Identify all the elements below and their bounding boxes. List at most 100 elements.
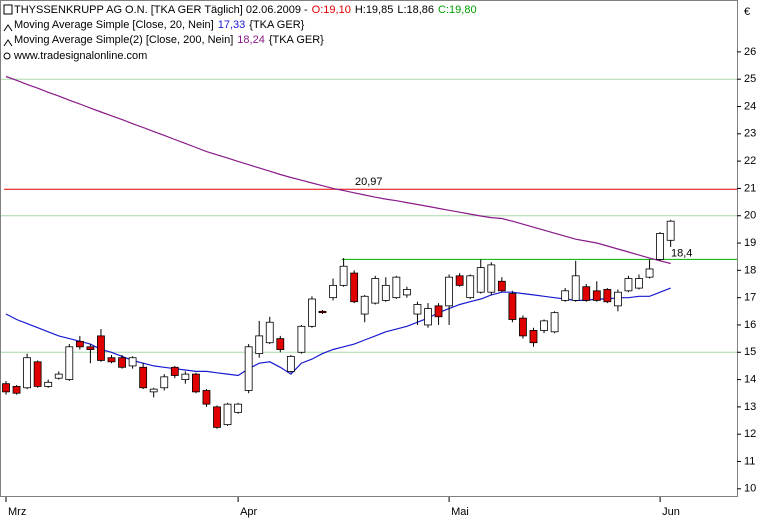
x-tick-label: Mai [451,506,469,518]
y-tick-label: 13 [744,401,756,413]
candle-body [97,335,105,361]
candle-body [645,268,654,278]
globe-icon [3,52,11,60]
ohlc-label: C:19,80 [438,4,477,16]
candle-body [434,305,443,318]
candle-body [86,346,95,350]
candle-body [571,275,580,301]
ohlc-label: L:18,86 [397,4,434,16]
candle-body [54,373,63,379]
candle-body [635,278,643,289]
candle-body [160,376,169,389]
legend-entry: Moving Average Simple [Close, 20, Nein] 1… [14,19,305,31]
candle-body [476,267,485,293]
candle-body [308,298,316,327]
candle-body [381,284,390,301]
candle-body [540,320,548,331]
line-icon [3,24,13,32]
y-tick-label: 15 [744,346,756,358]
candle-body [392,276,401,299]
ohlc-label: H:19,85 [355,4,394,16]
candle-body [656,233,664,260]
y-tick-label: 25 [744,73,756,85]
candle-body [413,304,422,315]
candle-body [529,330,538,344]
candle-body [561,290,570,301]
y-tick-label: 20 [744,210,756,222]
candle-body [265,321,274,344]
moving-average-line [5,287,671,377]
candle-body [550,312,559,333]
ohlc-label: O:19,10 [312,4,351,16]
candle-body [276,338,285,350]
series-name: Moving Average Simple(2) [Close, 200, Ne… [14,34,233,46]
candle-body [497,280,506,292]
legend: THYSSENKRUPP AG O.N. [TKA GER Täglich] 0… [3,4,477,62]
candle-body [350,272,359,303]
line-icon [3,39,13,47]
candle-body [223,403,232,426]
chart-title: THYSSENKRUPP AG O.N. [TKA GER Täglich] 0… [14,4,477,16]
y-tick-label: 22 [744,155,756,167]
candle-body [286,355,295,372]
y-tick-label: 24 [744,100,756,112]
y-tick-label: 23 [744,128,756,140]
y-tick-label: 10 [744,483,756,495]
candle-body [191,373,200,393]
candle-body [33,361,42,387]
y-tick-label: 17 [744,292,756,304]
candle-body [75,340,84,348]
horizontal-line-label: 18,4 [671,247,692,259]
candle-body [118,357,126,368]
candle-body [139,366,148,389]
series-name: Moving Average Simple [Close, 20, Nein] [14,19,214,31]
candle-body [339,265,348,286]
legend-entry: Moving Average Simple(2) [Close, 200, Ne… [14,34,324,46]
series-value: 18,24 [237,34,265,46]
candle-body [234,403,243,413]
candle-body [666,220,675,241]
candle-body [244,346,253,391]
candle-body [508,293,517,320]
series-symbol: {TKA GER} [269,34,324,46]
horizontal-line-label: 20,97 [355,176,383,188]
y-tick-label: 14 [744,373,756,385]
candle-body [65,346,74,380]
y-tick-label: 19 [744,237,756,249]
x-tick-label: Mrz [8,506,26,518]
candle-body [2,383,10,393]
candle-body [12,386,21,394]
series-value: 17,33 [218,19,246,31]
y-tick-label: 11 [744,455,755,467]
candle-body [202,390,211,405]
candle-body [360,295,369,315]
candle-body [128,357,137,367]
candle-body [624,278,633,292]
candle-body [318,310,327,314]
y-tick-label: 16 [744,319,756,331]
candle-body [181,373,190,380]
candle-body [614,291,622,307]
candle-body [466,275,475,299]
candle-body [107,357,116,363]
candle-body [329,284,337,299]
candle-body [297,325,306,353]
moving-average-line [5,75,671,265]
x-tick-label: Jun [662,506,680,518]
y-tick-label: 12 [744,428,756,440]
candle-icon [3,4,13,15]
y-tick-label: 21 [744,182,756,194]
candle-body [519,317,527,337]
candle-body [213,406,221,428]
y-tick-label: 26 [744,46,756,58]
source: www.tradesignalonline.com [13,50,147,62]
candle-body [371,278,380,304]
title-text: THYSSENKRUPP AG O.N. [TKA GER Täglich] 0… [14,4,308,16]
candle-body [149,388,158,393]
candle-body [44,381,53,387]
candle-body [445,276,454,307]
ohlc: O:19,10 H:19,85 L:18,86 C:19,80 [312,4,477,16]
x-tick-label: Apr [240,506,257,518]
plot-frame [0,0,738,497]
